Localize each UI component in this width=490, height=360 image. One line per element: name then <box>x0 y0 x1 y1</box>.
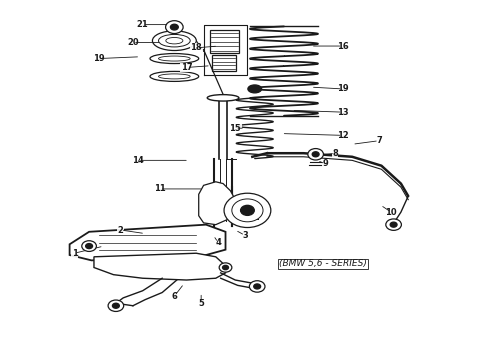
Circle shape <box>312 152 319 157</box>
Polygon shape <box>199 182 235 225</box>
Text: 10: 10 <box>385 208 397 217</box>
Text: 21: 21 <box>137 20 148 29</box>
Text: 8: 8 <box>332 149 338 158</box>
Text: 4: 4 <box>215 238 221 247</box>
Text: 3: 3 <box>242 231 248 240</box>
Text: 22: 22 <box>249 213 261 222</box>
Circle shape <box>82 241 97 251</box>
Ellipse shape <box>150 71 199 81</box>
Text: 6: 6 <box>172 292 177 301</box>
Text: 5: 5 <box>198 299 204 308</box>
Text: 20: 20 <box>127 38 139 47</box>
Circle shape <box>224 193 271 228</box>
Circle shape <box>171 24 178 30</box>
Circle shape <box>108 300 123 311</box>
Circle shape <box>232 199 263 222</box>
Text: 11: 11 <box>154 184 166 193</box>
Text: 9: 9 <box>322 159 328 168</box>
Bar <box>212 55 236 71</box>
Ellipse shape <box>159 74 190 79</box>
Text: 14: 14 <box>132 156 144 165</box>
Text: 19: 19 <box>337 84 348 93</box>
Ellipse shape <box>152 31 196 50</box>
Ellipse shape <box>150 54 199 64</box>
Text: 7: 7 <box>376 136 382 145</box>
Ellipse shape <box>159 56 190 61</box>
Ellipse shape <box>159 35 190 47</box>
Circle shape <box>241 205 254 215</box>
Circle shape <box>249 281 265 292</box>
Circle shape <box>308 149 323 160</box>
Circle shape <box>219 263 232 272</box>
Ellipse shape <box>166 37 183 44</box>
Circle shape <box>390 222 397 227</box>
Circle shape <box>86 244 93 249</box>
Ellipse shape <box>248 85 262 93</box>
Ellipse shape <box>207 95 239 101</box>
Text: 12: 12 <box>337 131 348 140</box>
Circle shape <box>386 219 401 230</box>
Text: 16: 16 <box>337 41 348 50</box>
Circle shape <box>166 21 183 33</box>
Polygon shape <box>70 225 225 260</box>
Text: 17: 17 <box>181 63 193 72</box>
Bar <box>210 30 239 53</box>
Text: 19: 19 <box>93 54 105 63</box>
Circle shape <box>113 303 119 308</box>
Text: 1: 1 <box>72 249 77 258</box>
Text: 18: 18 <box>191 43 202 52</box>
Text: (BMW 5,6 - SERIES): (BMW 5,6 - SERIES) <box>279 260 367 269</box>
Text: 13: 13 <box>337 108 348 117</box>
Circle shape <box>254 284 261 289</box>
Text: 2: 2 <box>118 225 123 234</box>
Circle shape <box>222 265 228 270</box>
Text: 15: 15 <box>229 124 241 133</box>
Polygon shape <box>94 253 225 280</box>
